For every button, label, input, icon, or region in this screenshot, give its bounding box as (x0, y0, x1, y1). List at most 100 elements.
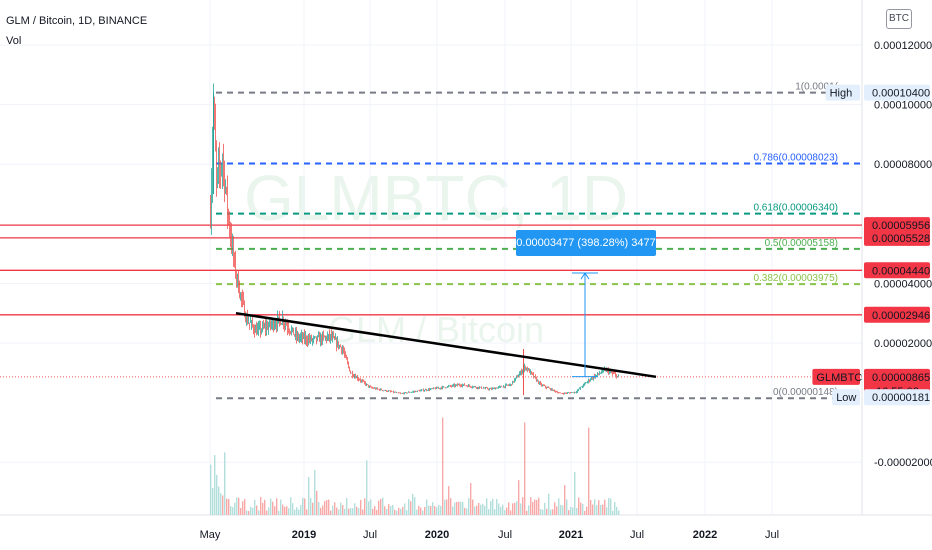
volume-bar (358, 508, 360, 515)
volume-bar (566, 499, 568, 515)
volume-bar (272, 501, 274, 515)
volume-bar (572, 507, 574, 515)
time-tick-label: Jul (498, 529, 512, 541)
volume-bar (414, 497, 416, 515)
volume-bar (212, 487, 214, 515)
volume-bar (514, 502, 516, 515)
volume-bar (390, 506, 392, 515)
volume-bar (448, 486, 450, 515)
price-tag-bg (864, 229, 930, 246)
trendline[interactable] (235, 311, 657, 379)
symbol-watermark: GLMBTC, 1D GLM / Bitcoin (244, 162, 628, 350)
volume-bar (226, 498, 228, 515)
volume-bar (336, 507, 338, 515)
price-tag-prefix: High (830, 88, 853, 100)
volume-bar (432, 502, 434, 515)
volume-bar (542, 509, 544, 515)
volume-bar (292, 503, 294, 515)
volume-bar (436, 507, 438, 515)
volume-bar (586, 506, 588, 515)
volume-bar (398, 507, 400, 515)
price-tag-bg (864, 84, 930, 101)
volume-bar (330, 510, 332, 515)
volume-bar (354, 503, 356, 515)
volume-bar (364, 498, 366, 515)
volume-bar (512, 503, 514, 515)
volume-bar (546, 508, 548, 515)
currency-badge[interactable]: BTC (886, 9, 912, 29)
volume-bar (280, 499, 282, 515)
volume-bar (574, 471, 576, 515)
price-tick-label: 0.00008000 (874, 159, 932, 171)
price-tag-text: 0.00005528 (872, 233, 930, 245)
volume-bar (366, 460, 368, 515)
measure-tool[interactable] (572, 272, 598, 378)
time-tick-label: 2021 (559, 529, 583, 541)
volume-bar (344, 508, 346, 515)
volume-bar (308, 477, 310, 515)
volume-bar (536, 500, 538, 515)
volume-bar (522, 497, 524, 515)
volume-bar (434, 506, 436, 515)
horizontal-lines[interactable] (0, 224, 862, 378)
volume-bar (616, 506, 618, 515)
volume-bar (244, 498, 246, 515)
volume-bar (248, 510, 250, 515)
volume-bar (238, 497, 240, 515)
volume-bar (564, 485, 566, 515)
volume-bar (388, 504, 390, 515)
volume-bar (362, 509, 364, 515)
volume-bar (556, 506, 558, 515)
price-tag-bg (864, 306, 930, 323)
time-tick-label: Jul (765, 529, 779, 541)
price-axis[interactable]: 0.00012000 0.00010000 0.00008000 0.00004000… (812, 40, 932, 469)
volume-bar (312, 502, 314, 515)
time-tick-label: 2019 (292, 529, 316, 541)
time-axis[interactable]: May 2019 Jul 2020 Jul 2021 Jul 2022 Jul (200, 529, 779, 541)
volume-bar (544, 502, 546, 515)
volume-bar (428, 505, 430, 515)
volume-bar (246, 510, 248, 515)
volume-bar (356, 506, 358, 515)
volume-bar (438, 504, 440, 515)
volume-bar (600, 504, 602, 515)
volume-bar (270, 498, 272, 515)
volume-bar (342, 505, 344, 515)
volume-bar (236, 497, 238, 515)
volume-bar (458, 501, 460, 515)
volume-bar (332, 505, 334, 515)
volume-bar (266, 510, 268, 515)
volume-bar (468, 498, 470, 515)
price-tag-prefix: Low (836, 392, 856, 404)
price-tag-text: 0.00004440 (872, 265, 930, 277)
volume-bar (262, 502, 264, 515)
volume-bar (228, 498, 230, 515)
volume-bar (302, 497, 304, 515)
volume-bar (418, 505, 420, 515)
trendline-line (235, 311, 657, 379)
volume-bar (334, 502, 336, 515)
volume-bar (326, 500, 328, 515)
volume-bar (318, 501, 320, 515)
volume-bar (350, 508, 352, 515)
volume-bar (494, 509, 496, 515)
volume-bar (618, 510, 620, 515)
price-tag-bg (864, 217, 930, 234)
time-tick-label: 2020 (425, 529, 449, 541)
volume-bar (382, 497, 384, 515)
price-tag-text: 0.00002946 (872, 310, 930, 322)
volume-bar (570, 506, 572, 515)
volume-bar (602, 504, 604, 515)
volume-bar (378, 500, 380, 515)
price-tag-prefix-bg (812, 368, 860, 385)
volume-bar (396, 510, 398, 515)
volume-bar (376, 509, 378, 515)
volume-bar (450, 498, 452, 515)
price-tag-text: 0.00000181 (872, 392, 930, 404)
price-tag-text: 0.00005956 (872, 220, 930, 232)
volume-bar (368, 501, 370, 515)
fib-level-label: 0.382(0.00003975) (753, 273, 838, 284)
volume-bar (464, 507, 466, 515)
